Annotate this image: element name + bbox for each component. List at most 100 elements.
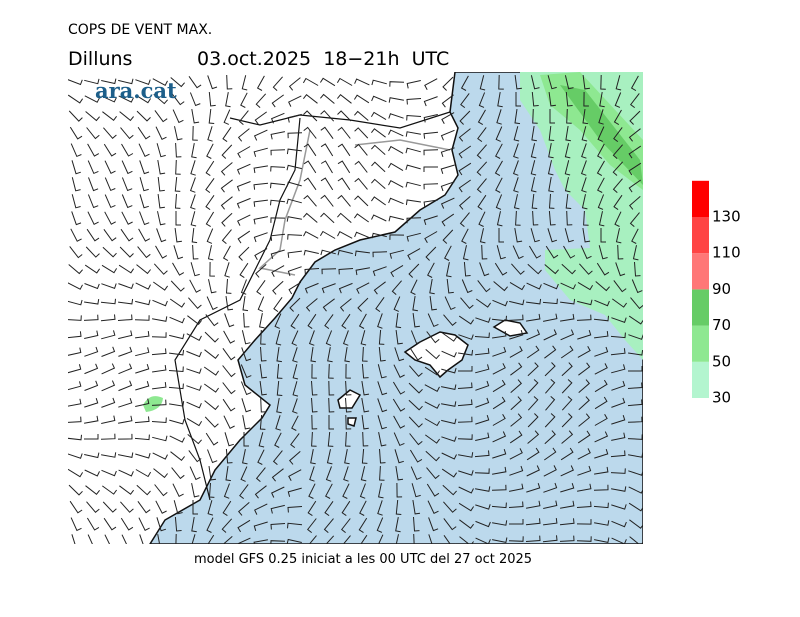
wind-barb: [70, 228, 82, 242]
wind-barb: [394, 449, 404, 464]
wind-barb: [545, 379, 556, 394]
wind-barb: [344, 347, 350, 363]
wind-barb: [304, 282, 319, 294]
wind-barb: [121, 211, 133, 225]
wind-barb: [270, 149, 286, 156]
wind-barb: [336, 77, 353, 86]
wind-barb: [395, 534, 399, 544]
wind-barb: [406, 217, 422, 224]
wind-barb: [361, 363, 369, 379]
wind-barb: [425, 349, 440, 360]
wind-barb: [259, 381, 267, 396]
wind-barb: [311, 397, 318, 413]
wind-barb: [118, 283, 134, 290]
wind-barb: [137, 126, 151, 140]
wind-barb: [224, 313, 235, 328]
wind-barb: [354, 110, 369, 121]
wind-barb: [542, 298, 558, 305]
wind-barb: [168, 366, 184, 373]
wind-barb: [458, 502, 475, 512]
wind-barb: [634, 261, 641, 277]
wind-barb: [325, 535, 335, 544]
wind-barb: [615, 228, 622, 244]
wind-barb: [527, 362, 539, 377]
wind-barb: [274, 432, 282, 448]
wind-barb: [353, 94, 370, 104]
wind-barb: [118, 363, 133, 375]
wind-barb: [630, 297, 643, 310]
wind-barb: [561, 413, 573, 428]
wind-barb: [117, 433, 133, 440]
wind-barb: [548, 177, 554, 193]
wind-barb: [102, 485, 118, 495]
wind-barb: [458, 470, 474, 476]
wind-barb: [474, 450, 490, 458]
wind-barb: [512, 160, 519, 176]
wind-barb: [526, 345, 540, 359]
wind-barb: [628, 179, 641, 193]
wind-barb: [611, 317, 627, 323]
wind-barb: [611, 415, 626, 425]
wind-barb: [255, 264, 267, 278]
wind-barb: [138, 517, 150, 531]
wind-barb: [378, 534, 384, 544]
wind-barb: [173, 500, 183, 515]
wind-barb: [236, 181, 251, 192]
wind-barb: [276, 347, 282, 363]
wind-barb: [566, 108, 572, 124]
wind-barb: [243, 432, 249, 447]
wind-barb: [395, 466, 404, 481]
wind-barb: [343, 466, 349, 482]
wind-barb: [287, 113, 302, 123]
wind-barb: [580, 160, 587, 176]
wind-barb: [428, 534, 433, 544]
wind-barb: [615, 75, 622, 91]
wind-barb: [310, 449, 316, 465]
wind-barb: [292, 398, 298, 414]
wind-barb: [615, 262, 626, 277]
wind-barb: [611, 504, 627, 510]
wind-barb: [101, 95, 117, 103]
wind-barb: [153, 263, 168, 275]
wind-barb: [223, 415, 235, 429]
wind-barb: [86, 517, 100, 531]
wind-barb: [118, 469, 134, 477]
wind-barb: [513, 143, 519, 159]
wind-barb: [68, 347, 82, 356]
wind-barb: [359, 483, 366, 499]
wind-barb: [457, 434, 473, 440]
wind-barb: [84, 330, 99, 339]
wind-barb: [241, 75, 248, 91]
wind-barb: [576, 314, 592, 321]
wind-barb: [272, 450, 283, 465]
wind-barb: [406, 232, 421, 242]
wind-barb: [83, 314, 99, 321]
wind-barb: [102, 111, 117, 122]
wind-barb: [443, 501, 457, 513]
wind-barb: [103, 127, 117, 140]
wind-barb: [548, 143, 554, 159]
wind-barb: [152, 382, 167, 390]
wind-barb: [408, 382, 423, 394]
wind-barb: [440, 164, 455, 174]
wind-barb: [508, 501, 524, 508]
wind-barb: [121, 160, 133, 175]
wind-barb: [303, 249, 319, 256]
wind-barb: [260, 346, 267, 362]
wind-barb: [309, 466, 315, 482]
wind-barb: [407, 248, 421, 261]
wind-barb: [286, 198, 302, 205]
wind-barb: [101, 346, 116, 357]
wind-barb: [187, 434, 202, 445]
wind-barb: [543, 329, 557, 341]
wind-barb: [459, 519, 474, 529]
wind-barb: [152, 299, 168, 307]
wind-barb: [613, 109, 622, 126]
wind-barb: [577, 281, 594, 291]
wind-barb: [238, 246, 250, 261]
wind-barb: [509, 448, 523, 460]
wind-barb: [118, 330, 133, 340]
wind-barb: [240, 279, 247, 295]
wind-barb: [410, 279, 418, 295]
wind-barb: [190, 262, 200, 277]
